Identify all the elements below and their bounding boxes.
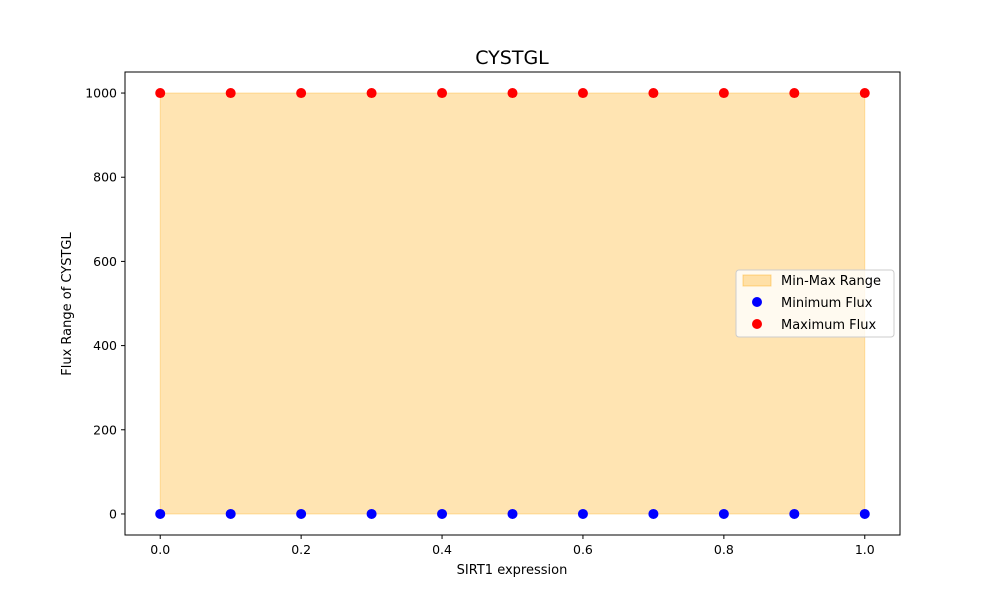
legend-label-maximum-flux: Maximum Flux (781, 318, 877, 333)
plot-frame (124, 71, 901, 536)
maximum-flux-point (859, 88, 870, 99)
maximum-flux-point (577, 88, 588, 99)
maximum-flux-point (155, 88, 166, 99)
x-tick-label: 0.6 (573, 542, 593, 557)
maximum-flux-point (718, 88, 729, 99)
y-axis: 0 200 400 600 800 1000 (85, 86, 125, 521)
y-tick-label: 600 (93, 254, 117, 269)
x-tick-label: 0.0 (150, 542, 170, 557)
minimum-flux-point (296, 508, 307, 519)
minimum-flux-point (155, 508, 166, 519)
minimum-flux-point (507, 508, 518, 519)
minimum-flux-point (225, 508, 236, 519)
maximum-flux-point (507, 88, 518, 99)
legend-label-range: Min-Max Range (781, 274, 881, 289)
minimum-flux-point (437, 508, 448, 519)
legend-marker-maximum-flux (752, 319, 762, 329)
maximum-flux-point (366, 88, 377, 99)
y-tick-label: 0 (109, 506, 117, 521)
maximum-flux-point (648, 88, 659, 99)
legend-box (735, 269, 895, 338)
chart-title: CYSTGL (475, 47, 549, 69)
maximum-flux-point (789, 88, 800, 99)
y-tick-label: 200 (93, 422, 117, 437)
legend-swatch-range (742, 274, 772, 287)
minimum-flux-point (718, 508, 729, 519)
y-tick-label: 1000 (85, 86, 117, 101)
maximum-flux-point (296, 88, 307, 99)
x-axis: 0.0 0.2 0.4 0.6 0.8 1.0 (150, 535, 875, 557)
minimum-flux-point (577, 508, 588, 519)
legend-label-minimum-flux: Minimum Flux (781, 296, 873, 311)
x-tick-label: 1.0 (855, 542, 875, 557)
minimum-flux-point (859, 508, 870, 519)
x-tick-label: 0.8 (714, 542, 734, 557)
y-axis-label: Flux Range of CYSTGL (60, 232, 75, 376)
x-tick-label: 0.2 (291, 542, 311, 557)
y-tick-label: 400 (93, 338, 117, 353)
plot-area (155, 88, 870, 519)
x-tick-label: 0.4 (432, 542, 452, 557)
maximum-flux-point (225, 88, 236, 99)
minimum-flux-point (789, 508, 800, 519)
maximum-flux-point (437, 88, 448, 99)
minimum-flux-point (366, 508, 377, 519)
x-axis-label: SIRT1 expression (457, 563, 568, 578)
y-tick-label: 800 (93, 170, 117, 185)
legend-marker-minimum-flux (752, 297, 762, 307)
minimum-flux-point (648, 508, 659, 519)
legend: Min-Max Range Minimum Flux Maximum Flux (735, 269, 895, 338)
